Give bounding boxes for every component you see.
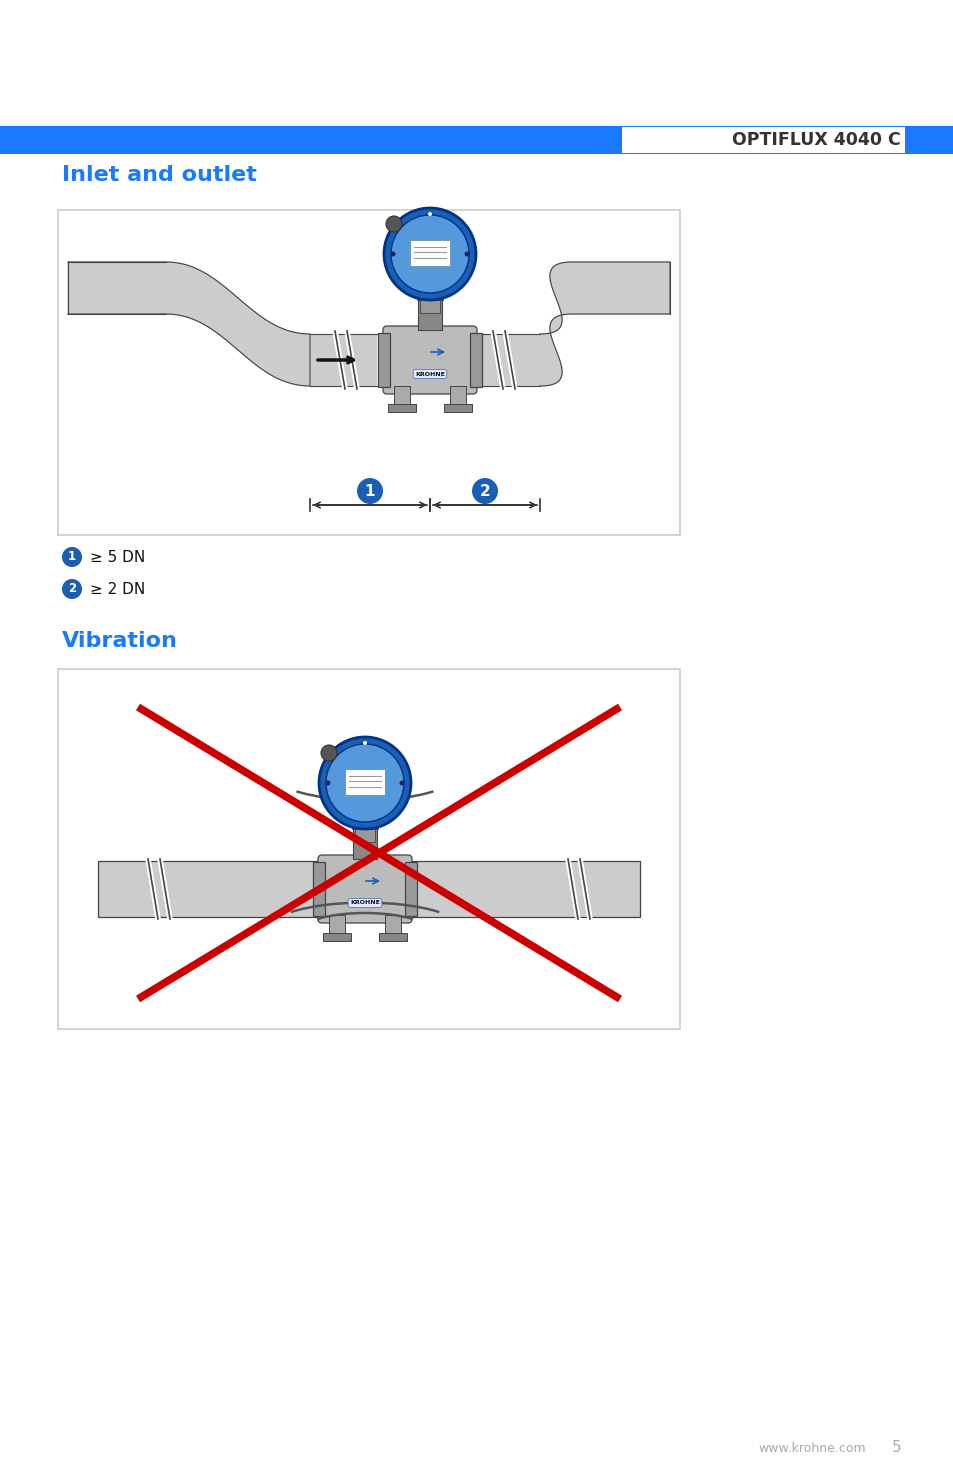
Circle shape <box>386 215 401 232</box>
Bar <box>470 333 481 386</box>
Bar <box>0 125 953 153</box>
Bar <box>443 404 472 412</box>
Circle shape <box>391 215 469 294</box>
Text: Vibration: Vibration <box>62 631 177 650</box>
Bar <box>450 386 465 406</box>
Bar <box>58 209 679 535</box>
Bar <box>352 819 377 829</box>
Text: 1: 1 <box>364 484 375 499</box>
Circle shape <box>472 478 497 504</box>
Text: OPTIFLUX 4040 C: OPTIFLUX 4040 C <box>732 131 900 149</box>
FancyBboxPatch shape <box>317 855 412 923</box>
Circle shape <box>428 212 432 215</box>
Bar <box>410 240 450 266</box>
Bar <box>378 934 407 941</box>
Text: 2: 2 <box>68 583 76 596</box>
Bar <box>416 291 442 299</box>
Bar <box>621 127 904 153</box>
Bar <box>353 819 376 858</box>
Circle shape <box>62 580 82 599</box>
Bar <box>405 861 416 916</box>
Bar <box>355 827 375 842</box>
Circle shape <box>325 780 330 786</box>
Circle shape <box>464 252 469 257</box>
Bar <box>481 333 539 386</box>
Circle shape <box>62 547 82 566</box>
Bar <box>58 670 679 1030</box>
Text: 5: 5 <box>891 1441 901 1456</box>
FancyBboxPatch shape <box>382 326 476 394</box>
Bar <box>98 861 639 917</box>
Bar <box>419 298 439 313</box>
Circle shape <box>384 208 476 299</box>
Text: ≥ 2 DN: ≥ 2 DN <box>90 581 145 596</box>
Text: 2: 2 <box>479 484 490 499</box>
Circle shape <box>356 478 382 504</box>
Circle shape <box>363 740 367 745</box>
Bar <box>904 127 953 153</box>
Text: ≥ 5 DN: ≥ 5 DN <box>90 550 145 565</box>
Bar <box>310 333 376 386</box>
Text: Inlet and outlet: Inlet and outlet <box>62 165 256 184</box>
Text: KROHNE: KROHNE <box>350 901 379 906</box>
Circle shape <box>320 745 336 761</box>
Polygon shape <box>68 263 310 386</box>
Circle shape <box>326 743 403 822</box>
Bar <box>394 386 410 406</box>
Circle shape <box>318 738 411 829</box>
Circle shape <box>390 252 395 257</box>
Bar <box>313 861 325 916</box>
Bar <box>329 914 345 935</box>
Bar <box>388 404 416 412</box>
Bar <box>377 333 390 386</box>
Bar <box>323 934 351 941</box>
Text: www.krohne.com: www.krohne.com <box>758 1441 864 1454</box>
Bar <box>385 914 400 935</box>
Circle shape <box>399 780 404 786</box>
Text: 1: 1 <box>68 550 76 563</box>
Bar <box>417 291 441 330</box>
Bar <box>345 768 385 795</box>
Text: KROHNE: KROHNE <box>415 372 444 376</box>
Polygon shape <box>539 263 669 386</box>
